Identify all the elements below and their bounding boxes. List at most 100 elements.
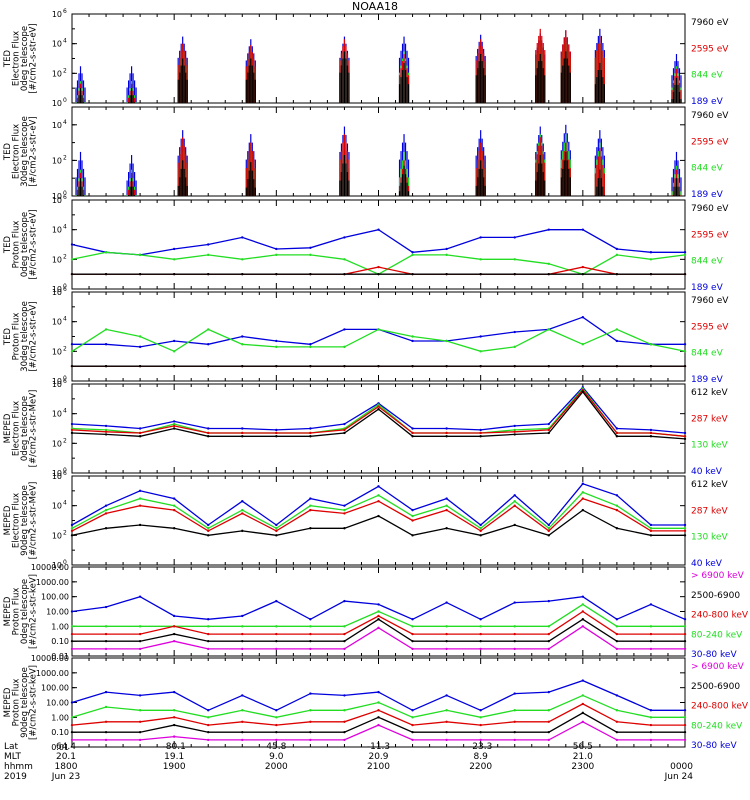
data-point bbox=[104, 632, 108, 636]
data-point bbox=[241, 720, 244, 723]
y-tick-label: 10 bbox=[52, 377, 62, 386]
data-point bbox=[104, 433, 108, 436]
data-point bbox=[377, 265, 380, 269]
data-point bbox=[615, 647, 619, 651]
data-point bbox=[581, 679, 585, 682]
data-point bbox=[615, 431, 619, 435]
data-point bbox=[241, 364, 244, 368]
data-point bbox=[615, 272, 619, 276]
y-tick-label: 10.00 bbox=[46, 699, 69, 708]
y-axis-label-line: TED bbox=[3, 142, 13, 161]
data-point bbox=[309, 497, 312, 500]
data-point bbox=[275, 716, 278, 719]
data-point bbox=[377, 228, 380, 231]
data-point bbox=[649, 625, 653, 628]
data-point bbox=[649, 603, 653, 606]
y-axis-label-line: [#/cm2-s-str-eV] bbox=[29, 23, 39, 93]
data-point bbox=[411, 738, 414, 742]
x-time-label: 2000 bbox=[265, 762, 288, 772]
data-point bbox=[104, 720, 108, 723]
data-point bbox=[411, 647, 414, 651]
y-tick-label: 10 bbox=[52, 318, 62, 327]
y-axis-label: MEPEDElectron Flux0deg telescope[#/cm2-s… bbox=[3, 390, 39, 468]
data-point bbox=[275, 647, 278, 651]
data-point bbox=[70, 529, 74, 533]
x-mlt-label: 21.0 bbox=[573, 752, 593, 762]
data-point bbox=[207, 534, 210, 537]
data-point bbox=[241, 730, 244, 734]
data-point bbox=[547, 364, 550, 368]
data-point bbox=[343, 709, 346, 712]
y-tick-exponent: 4 bbox=[63, 316, 67, 323]
data-point bbox=[547, 262, 550, 265]
data-point bbox=[172, 497, 176, 500]
data-point bbox=[547, 738, 550, 742]
data-point bbox=[445, 339, 448, 343]
data-point bbox=[70, 625, 74, 628]
x-row-label: Lat bbox=[4, 742, 19, 752]
data-point bbox=[275, 723, 278, 727]
data-point bbox=[104, 343, 108, 346]
data-point bbox=[377, 403, 380, 406]
data-point bbox=[615, 720, 619, 723]
data-point bbox=[513, 433, 516, 436]
data-point bbox=[275, 599, 278, 603]
y-axis-label-line: Proton Flux bbox=[12, 588, 22, 636]
x-lat-label: -23.3 bbox=[469, 742, 492, 752]
series-line bbox=[71, 679, 685, 712]
data-point bbox=[445, 738, 448, 742]
y-axis-label-line: [#/cm2-s-str-eV] bbox=[29, 209, 39, 279]
data-point bbox=[275, 523, 278, 527]
data-point bbox=[479, 639, 482, 643]
y-axis-label-line: [#/cm2-s-str-eV] bbox=[29, 116, 39, 186]
data-point bbox=[275, 428, 278, 432]
data-point bbox=[513, 647, 516, 651]
data-point bbox=[479, 335, 482, 338]
data-point bbox=[411, 709, 414, 712]
data-point bbox=[377, 514, 380, 518]
y-axis-label-line: [#/cm2-s-str-keV] bbox=[29, 665, 39, 740]
data-point bbox=[309, 730, 312, 734]
legend-entry: > 6900 keV bbox=[691, 571, 745, 581]
data-point bbox=[207, 243, 210, 246]
data-point bbox=[615, 247, 619, 251]
data-point bbox=[104, 504, 108, 507]
data-point bbox=[343, 694, 346, 697]
data-point bbox=[207, 632, 210, 636]
x-mlt-label: 19.1 bbox=[164, 752, 184, 762]
data-point bbox=[581, 625, 585, 628]
data-point bbox=[649, 272, 653, 276]
data-point bbox=[207, 709, 210, 712]
y-tick-label: 10 bbox=[52, 531, 62, 540]
data-point bbox=[479, 272, 482, 276]
data-point bbox=[309, 253, 312, 257]
data-point bbox=[70, 723, 74, 727]
y-axis-label-line: 0deg telescope bbox=[20, 579, 30, 644]
data-point bbox=[411, 427, 414, 430]
data-point bbox=[683, 350, 687, 353]
x-mlt-label: 20.9 bbox=[368, 752, 388, 762]
data-point bbox=[104, 508, 108, 512]
data-point bbox=[581, 265, 585, 269]
data-point bbox=[104, 705, 108, 709]
data-point bbox=[343, 508, 346, 512]
data-point bbox=[547, 632, 550, 636]
data-point bbox=[172, 339, 176, 343]
data-point bbox=[70, 258, 74, 261]
data-point bbox=[547, 709, 550, 712]
data-point bbox=[581, 603, 585, 606]
data-point bbox=[309, 527, 312, 530]
data-point bbox=[411, 639, 414, 643]
data-point bbox=[683, 437, 687, 441]
y-tick-label: 10 bbox=[52, 10, 62, 19]
legend-entry: 844 eV bbox=[691, 71, 724, 81]
data-point bbox=[138, 632, 142, 636]
data-point bbox=[377, 364, 380, 368]
y-tick-exponent: 6 bbox=[63, 286, 67, 293]
data-point bbox=[138, 720, 142, 723]
data-point bbox=[615, 527, 619, 530]
legend-entry: 189 eV bbox=[691, 190, 724, 200]
data-point bbox=[581, 720, 585, 723]
data-point bbox=[70, 364, 74, 368]
data-point bbox=[343, 364, 346, 368]
